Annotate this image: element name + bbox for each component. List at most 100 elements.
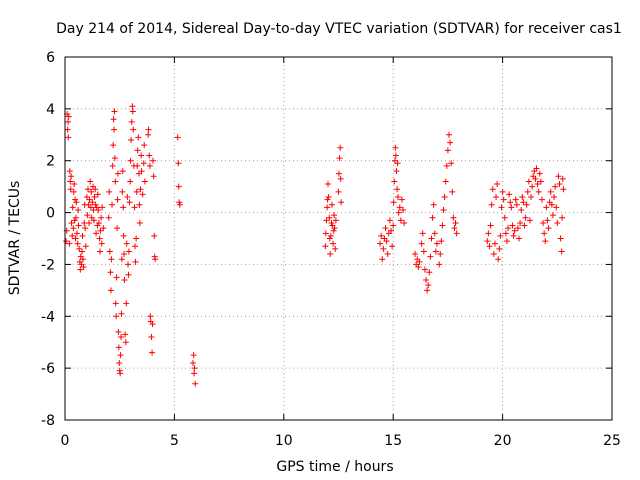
chart-ticks <box>65 57 612 420</box>
data-point <box>550 212 556 218</box>
data-point <box>412 251 418 257</box>
data-point <box>332 246 338 252</box>
data-point <box>113 300 119 306</box>
y-tick-label: 6 <box>46 50 55 66</box>
data-point <box>123 339 129 345</box>
data-point <box>115 329 121 335</box>
data-point <box>130 108 136 114</box>
data-point <box>514 202 520 208</box>
data-point <box>191 352 197 358</box>
x-tick-label: 25 <box>603 433 621 449</box>
data-point <box>391 199 397 205</box>
data-point <box>506 191 512 197</box>
data-point <box>70 204 76 210</box>
data-point <box>560 186 566 192</box>
data-point <box>121 233 127 239</box>
data-point <box>108 269 114 275</box>
data-point <box>528 194 534 200</box>
data-point <box>519 194 525 200</box>
data-point <box>133 236 139 242</box>
data-point <box>449 189 455 195</box>
data-point <box>108 256 114 262</box>
data-point <box>138 153 144 159</box>
data-point <box>142 178 148 184</box>
data-point <box>454 230 460 236</box>
data-point <box>447 140 453 146</box>
data-point <box>134 163 140 169</box>
data-point <box>114 225 120 231</box>
data-point <box>118 311 124 317</box>
data-point <box>140 191 146 197</box>
data-point <box>151 233 157 239</box>
data-point <box>516 236 522 242</box>
data-point <box>511 233 517 239</box>
data-point <box>192 381 198 387</box>
data-point <box>507 199 513 205</box>
data-point <box>327 251 333 257</box>
data-point <box>421 248 427 254</box>
y-tick-label: -6 <box>41 361 55 377</box>
data-point <box>432 230 438 236</box>
data-point <box>537 171 543 177</box>
y-tick-label: 0 <box>46 206 55 222</box>
data-point <box>65 134 71 140</box>
data-point <box>445 147 451 153</box>
data-point <box>391 178 397 184</box>
data-point <box>442 194 448 200</box>
data-point <box>75 241 81 247</box>
data-point <box>424 287 430 293</box>
data-point <box>149 350 155 356</box>
data-point <box>147 163 153 169</box>
data-point <box>394 186 400 192</box>
data-point <box>99 241 105 247</box>
data-point <box>559 215 565 221</box>
data-point <box>135 134 141 140</box>
data-point <box>98 215 104 221</box>
data-point <box>488 223 494 229</box>
data-point <box>67 168 73 174</box>
data-point <box>145 132 151 138</box>
data-point <box>451 225 457 231</box>
data-point <box>543 204 549 210</box>
data-point <box>132 243 138 249</box>
data-point <box>127 178 133 184</box>
scatter-chart: Day 214 of 2014, Sidereal Day-to-day VTE… <box>0 0 640 480</box>
chart-points <box>63 103 566 386</box>
data-point <box>446 132 452 138</box>
data-point <box>150 158 156 164</box>
data-point <box>508 204 514 210</box>
data-point <box>493 194 499 200</box>
data-point <box>539 197 545 203</box>
y-axis-label: SDTVAR / TECUs <box>7 181 23 296</box>
data-point <box>548 189 554 195</box>
x-tick-label: 5 <box>170 433 179 449</box>
data-point <box>525 189 531 195</box>
data-point <box>146 153 152 159</box>
data-point <box>75 207 81 213</box>
data-point <box>175 134 181 140</box>
data-point <box>325 181 331 187</box>
data-point <box>502 215 508 221</box>
data-point <box>124 241 130 247</box>
data-point <box>431 202 437 208</box>
data-point <box>68 173 74 179</box>
x-tick-label: 15 <box>384 433 402 449</box>
data-point <box>111 127 117 133</box>
data-point <box>108 287 114 293</box>
data-point <box>70 225 76 231</box>
data-point <box>387 217 393 223</box>
data-point <box>380 246 386 252</box>
data-point <box>526 178 532 184</box>
chart-title: Day 214 of 2014, Sidereal Day-to-day VTE… <box>56 21 622 37</box>
data-point <box>115 197 121 203</box>
data-point <box>385 251 391 257</box>
data-point <box>489 202 495 208</box>
data-point <box>427 254 433 260</box>
data-point <box>190 360 196 366</box>
data-point <box>110 142 116 148</box>
data-point <box>118 352 124 358</box>
plot-frame <box>65 57 612 420</box>
data-point <box>87 178 93 184</box>
data-point <box>116 344 122 350</box>
data-point <box>124 194 130 200</box>
